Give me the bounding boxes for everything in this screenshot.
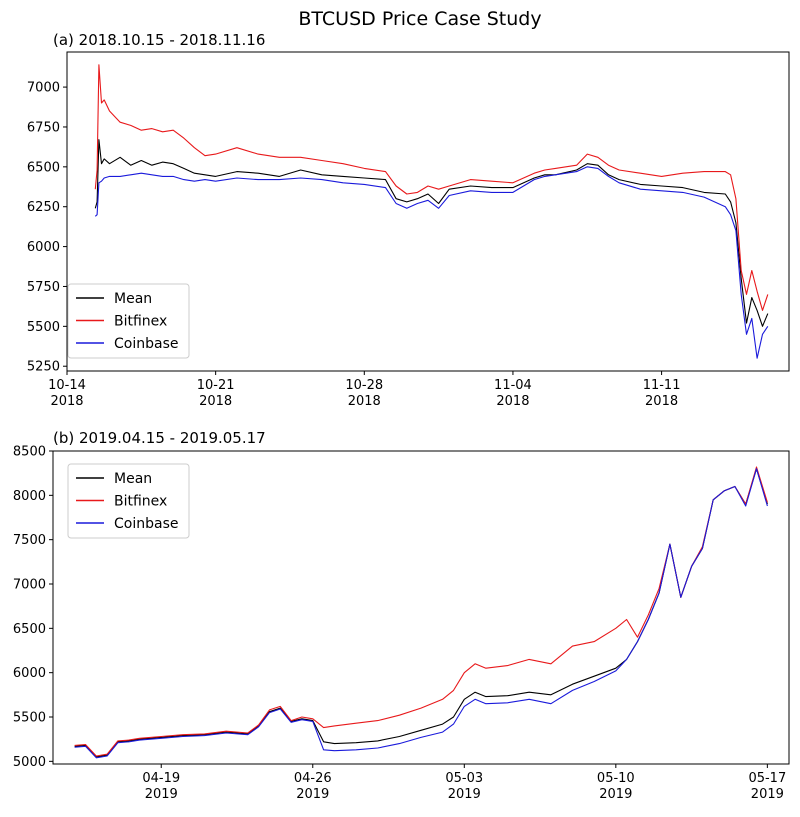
panel-a-lines bbox=[94, 64, 769, 359]
legend-box bbox=[67, 283, 190, 359]
panel-b-x-axis: 04-19201904-26201905-03201905-10201905-1… bbox=[142, 764, 786, 802]
x-tick-label: 05-03 bbox=[445, 771, 483, 786]
legend-label-mean: Mean bbox=[114, 291, 152, 307]
x-tick-label: 04-26 bbox=[294, 771, 332, 786]
x-tick-year-label: 2019 bbox=[751, 787, 784, 802]
legend-label-mean: Mean bbox=[114, 471, 152, 487]
panel-b-lines bbox=[74, 466, 768, 759]
x-tick-label: 04-19 bbox=[142, 771, 180, 786]
legend-label-bitfinex: Bitfinex bbox=[114, 314, 167, 330]
y-tick-label: 7000 bbox=[27, 81, 60, 96]
y-tick-label: 5500 bbox=[13, 711, 46, 726]
x-tick-year-label: 2018 bbox=[645, 394, 678, 409]
x-tick-year-label: 2018 bbox=[348, 394, 381, 409]
y-tick-label: 5750 bbox=[27, 280, 60, 295]
panel-a-axes-frame bbox=[66, 51, 790, 372]
x-tick-label: 10-28 bbox=[345, 378, 383, 393]
y-tick-label: 6000 bbox=[27, 240, 60, 255]
panel-b-y-axis: 5000 5500 6000 6500 7000 7500 8000 8500 bbox=[13, 445, 53, 770]
legend-box bbox=[67, 463, 190, 539]
x-tick-year-label: 2018 bbox=[496, 394, 529, 409]
panel-a-legend: Mean Bitfinex Coinbase bbox=[67, 283, 190, 359]
y-tick-label: 8500 bbox=[13, 445, 46, 460]
x-tick-year-label: 2019 bbox=[296, 787, 329, 802]
y-tick-label: 5250 bbox=[27, 360, 60, 375]
panel-b-title: (b) 2019.04.15 - 2019.05.17 bbox=[53, 429, 266, 447]
y-tick-label: 6750 bbox=[27, 120, 60, 135]
x-tick-label: 11-11 bbox=[643, 378, 681, 393]
y-tick-label: 6500 bbox=[27, 160, 60, 175]
figure-title: BTCUSD Price Case Study bbox=[298, 8, 541, 30]
x-tick-label: 10-21 bbox=[197, 378, 235, 393]
legend-label-coinbase: Coinbase bbox=[114, 336, 178, 352]
x-tick-year-label: 2018 bbox=[50, 394, 83, 409]
panel-a: (a) 2018.10.15 - 2018.11.16 5250 5500 5750… bbox=[27, 31, 790, 409]
x-tick-label: 05-17 bbox=[748, 771, 786, 786]
panel-a-x-axis: 10-14201810-21201810-28201811-04201811-1… bbox=[48, 371, 680, 409]
x-tick-year-label: 2019 bbox=[448, 787, 481, 802]
x-tick-label: 10-14 bbox=[48, 378, 86, 393]
x-tick-year-label: 2018 bbox=[199, 394, 232, 409]
x-tick-label: 05-10 bbox=[597, 771, 635, 786]
x-tick-year-label: 2019 bbox=[599, 787, 632, 802]
y-tick-label: 7000 bbox=[13, 578, 46, 593]
series-line-bitfinex bbox=[94, 64, 769, 311]
legend-label-coinbase: Coinbase bbox=[114, 516, 178, 532]
panel-a-title: (a) 2018.10.15 - 2018.11.16 bbox=[53, 31, 265, 49]
series-line-coinbase bbox=[94, 166, 769, 359]
panel-a-y-axis: 5250 5500 5750 6000 6250 6500 6750 7000 bbox=[27, 81, 67, 375]
panel-b-axes-frame bbox=[52, 450, 790, 765]
y-tick-label: 6250 bbox=[27, 200, 60, 215]
y-tick-label: 8000 bbox=[13, 489, 46, 504]
series-line-coinbase bbox=[74, 468, 768, 759]
y-tick-label: 7500 bbox=[13, 533, 46, 548]
x-tick-label: 11-04 bbox=[494, 378, 532, 393]
y-tick-label: 6000 bbox=[13, 666, 46, 681]
panel-b: (b) 2019.04.15 - 2019.05.17 5000 5500 6000… bbox=[13, 429, 790, 802]
y-tick-label: 5500 bbox=[27, 320, 60, 335]
y-tick-label: 6500 bbox=[13, 622, 46, 637]
series-line-mean bbox=[94, 139, 769, 327]
x-tick-year-label: 2019 bbox=[145, 787, 178, 802]
panel-b-legend: Mean Bitfinex Coinbase bbox=[67, 463, 190, 539]
y-tick-label: 5000 bbox=[13, 755, 46, 770]
legend-label-bitfinex: Bitfinex bbox=[114, 494, 167, 510]
